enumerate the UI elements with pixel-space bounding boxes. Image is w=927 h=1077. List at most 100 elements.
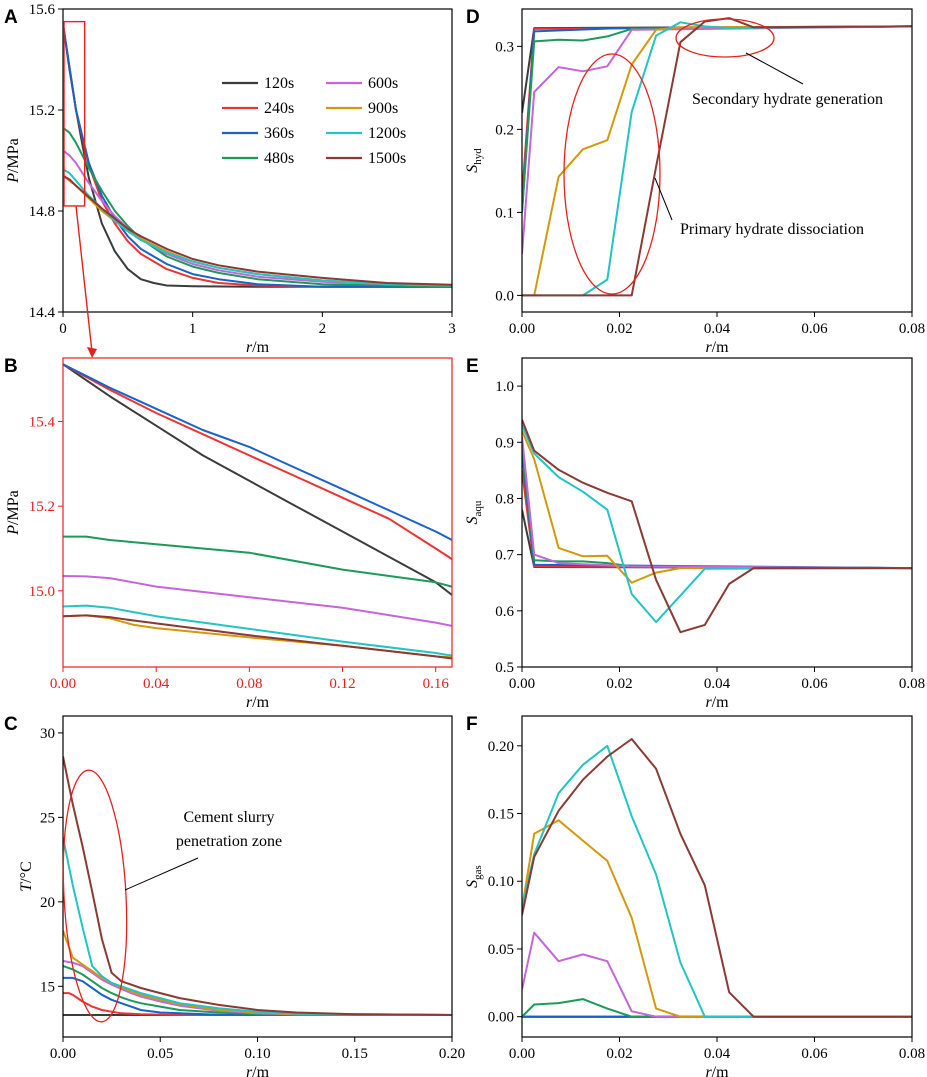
series-group xyxy=(522,419,912,634)
legend-label-600s: 600s xyxy=(368,75,398,92)
legend-label-1200s: 1200s xyxy=(368,125,406,142)
panel-letter-e: E xyxy=(466,356,479,377)
y-tick-label: 30 xyxy=(40,726,55,742)
series-line-900s xyxy=(63,930,452,1016)
x-tick-label: 0.12 xyxy=(329,676,355,692)
y-tick-label: 0.0 xyxy=(495,288,514,304)
series-group xyxy=(522,17,912,297)
series-line-240s xyxy=(522,25,912,196)
panel-b: B 0.00 0.04 0.08 0.12 0.16 15.0 15.2 15.4 r/m P/MP… xyxy=(4,356,453,711)
x-tick-label: 0.10 xyxy=(244,1046,270,1062)
zoom-arrow-head xyxy=(87,347,97,358)
panel-f: F 0.00 0.02 0.04 0.06 0.08 0.00 0.05 0.10 0.15 0.2… xyxy=(464,714,925,1077)
panel-d: D 0.00 0.02 0.04 0.06 0.08 0.0 0.1 0.2 0.3 r/m Shyd… xyxy=(464,7,925,356)
y-tick-label: 20 xyxy=(40,895,55,911)
x-tick-label: 0.06 xyxy=(801,321,828,337)
series-group xyxy=(63,756,452,1016)
primary-ellipse xyxy=(563,53,661,295)
series-line-360s xyxy=(63,24,452,288)
x-tick-label: 0.00 xyxy=(50,1046,76,1062)
y-tick-label: 15.6 xyxy=(29,2,56,18)
series-group xyxy=(522,738,912,1018)
y-tick-label: 1.0 xyxy=(495,379,514,395)
y-tick-label: 15 xyxy=(40,979,55,995)
series-line-900s xyxy=(522,819,912,1018)
x-tick-label: 2 xyxy=(319,321,327,337)
series-group xyxy=(63,363,452,660)
y-tick-label: 0.7 xyxy=(495,548,514,564)
series-line-480s xyxy=(63,535,452,588)
x-tick-label: 0.15 xyxy=(342,1046,368,1062)
series-line-480s xyxy=(522,447,912,570)
x-tick-label: 1 xyxy=(189,321,197,337)
series-line-240s xyxy=(63,363,452,560)
plot-frame xyxy=(521,715,913,1038)
y-tick-label: 0.15 xyxy=(488,807,514,823)
panel-letter-a: A xyxy=(4,7,18,28)
legend-label-900s: 900s xyxy=(368,100,398,117)
y-axis-label: P/MPa xyxy=(5,490,22,535)
legend-label-1500s: 1500s xyxy=(368,150,406,167)
x-tick-label: 0.20 xyxy=(439,1046,465,1062)
y-tick-label: 0.9 xyxy=(495,435,514,451)
series-line-600s xyxy=(63,575,452,627)
x-tick-label: 0.02 xyxy=(606,321,632,337)
series-line-600s xyxy=(522,25,912,254)
series-line-1500s xyxy=(522,419,912,634)
x-tick-label: 0.00 xyxy=(509,1046,535,1062)
y-tick-label: 0.8 xyxy=(495,491,514,507)
annotation-text: Cement slurry xyxy=(183,809,274,826)
series-line-480s xyxy=(522,25,912,213)
x-tick-label: 0.00 xyxy=(509,676,535,692)
secondary-ellipse xyxy=(675,18,775,58)
y-tick-label: 0.20 xyxy=(488,739,514,755)
y-tick-label: 0.1 xyxy=(495,205,514,221)
y-tick-label: 0.05 xyxy=(488,942,514,958)
panel-letter-d: D xyxy=(466,7,480,28)
panel-letter-f: F xyxy=(466,714,478,735)
x-tick-label: 3 xyxy=(448,321,456,337)
y-tick-label: 15.0 xyxy=(29,584,55,600)
series-line-120s xyxy=(63,363,452,596)
penetration-ellipse xyxy=(62,769,128,1023)
series-line-480s xyxy=(63,965,452,1016)
y-tick-label: 0.3 xyxy=(495,39,514,55)
x-axis-label: r/m xyxy=(246,1064,270,1077)
y-axis-label: P/MPa xyxy=(5,138,22,183)
series-line-900s xyxy=(522,25,912,297)
y-axis-label: Sgas xyxy=(464,865,484,888)
series-line-1500s xyxy=(522,17,912,297)
x-tick-label: 0.08 xyxy=(899,321,925,337)
panel-a: A 0 1 2 3 14.4 14.8 15.2 15.6 r/m P/MPa 120s 240s 360… xyxy=(4,2,456,358)
legend: 120s 240s 360s 480s 600s 900s 1200s 1500s xyxy=(222,75,406,167)
x-tick-label: 0.04 xyxy=(143,676,170,692)
annotation-text: penetration zone xyxy=(176,833,282,850)
series-line-240s xyxy=(63,992,452,1016)
series-line-360s xyxy=(522,25,912,213)
y-axis-label: T/°C xyxy=(18,861,35,891)
series-line-600s xyxy=(522,436,912,570)
x-tick-label: 0.04 xyxy=(704,1046,731,1062)
plot-frame xyxy=(62,357,453,668)
series-line-1200s xyxy=(522,425,912,624)
panel-letter-b: B xyxy=(4,356,18,377)
series-line-480s xyxy=(522,998,912,1018)
annotation-text: Primary hydrate dissociation xyxy=(680,221,864,238)
series-line-600s xyxy=(522,931,912,1018)
series-group xyxy=(63,24,452,288)
x-tick-label: 0.06 xyxy=(801,1046,828,1062)
x-tick-label: 0.04 xyxy=(704,676,731,692)
legend-label-120s: 120s xyxy=(264,75,294,92)
annotation-leader xyxy=(654,177,673,221)
annotation-text: Secondary hydrate generation xyxy=(692,91,883,108)
x-tick-label: 0.02 xyxy=(606,676,632,692)
x-tick-label: 0.00 xyxy=(50,676,76,692)
zoom-arrow-line xyxy=(75,205,93,353)
plot-frame xyxy=(521,8,913,313)
y-tick-label: 14.4 xyxy=(29,305,56,321)
panel-c: C 0.00 0.05 0.10 0.15 0.20 15 20 25 30 r/m T/°C Ceme… xyxy=(4,714,465,1077)
series-line-1200s xyxy=(63,168,452,287)
y-axis-label: Saqu xyxy=(464,500,484,524)
series-line-360s xyxy=(63,976,452,1016)
